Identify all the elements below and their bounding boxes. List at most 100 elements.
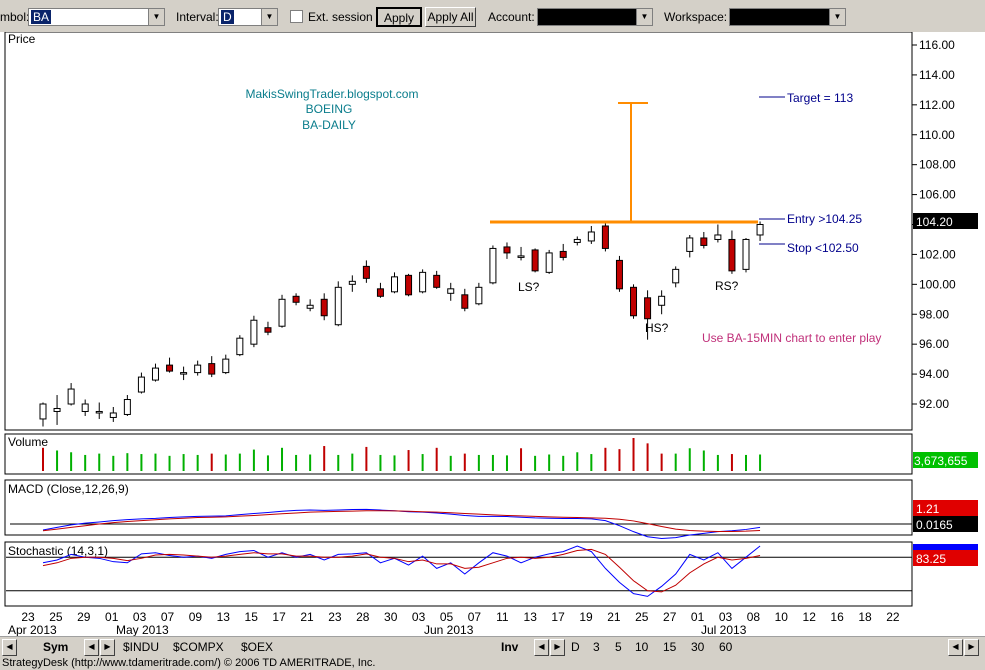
tab-inv[interactable]: Inv: [501, 640, 519, 654]
volume-bar: [393, 455, 396, 471]
chevron-down-icon[interactable]: ▼: [636, 9, 652, 25]
candle-body: [376, 288, 384, 297]
chevron-down-icon[interactable]: ▼: [148, 9, 164, 25]
candle-body: [587, 231, 595, 242]
date-axis: 23 25 29 01 03 07 09 13 15 17 21 23 28 30 03 05 07 11 13 17…: [8, 610, 900, 637]
volume-bar: [126, 453, 129, 471]
price-tick-label: 94.00: [919, 367, 949, 381]
volume-bar: [407, 450, 410, 471]
volume-bar: [660, 453, 663, 471]
candle-body: [180, 372, 188, 375]
tab-index-2[interactable]: $COMPX: [173, 640, 224, 654]
tab-index-1[interactable]: $INDU: [123, 640, 160, 654]
volume-title: Volume: [8, 435, 48, 449]
month-label: Apr 2013: [8, 623, 57, 636]
annotation-target: Target = 113: [787, 91, 853, 105]
volume-bar: [674, 453, 677, 471]
stoch-lines: [6, 545, 912, 597]
status-bar: StrategyDesk (http://www.tdameritrade.co…: [0, 656, 985, 670]
date-tick-label: 22: [886, 610, 900, 624]
volume-bar: [379, 454, 382, 471]
tab-interval-10[interactable]: 10: [635, 640, 649, 654]
interval-combo[interactable]: D ▼: [218, 8, 278, 26]
tab-sym[interactable]: Sym: [43, 640, 69, 654]
volume-bar: [337, 454, 340, 471]
candle-body: [559, 250, 567, 258]
candle-body: [208, 363, 216, 375]
candle-body: [475, 286, 483, 305]
price-tick-label: 92.00: [919, 397, 949, 411]
apply-button[interactable]: Apply: [376, 7, 422, 27]
volume-bar: [576, 452, 579, 471]
tab-index-3[interactable]: $OEX: [241, 640, 274, 654]
stoch-d-line: [42, 548, 761, 593]
macd-readout-2: 0.0165: [916, 518, 953, 532]
macd-readout-box-1: [913, 500, 978, 516]
date-tick-label: 11: [496, 610, 509, 624]
date-tick-label: 23: [328, 610, 342, 624]
volume-bar: [463, 453, 466, 471]
date-tick-label: 05: [440, 610, 454, 624]
symbol-combo[interactable]: BA ▼: [28, 8, 165, 26]
candle-body: [166, 364, 174, 372]
date-tick-label: 18: [858, 610, 872, 624]
tab-interval-60[interactable]: 60: [719, 640, 733, 654]
tab-interval-5[interactable]: 5: [615, 640, 622, 654]
prev-nav-button[interactable]: ◀: [84, 639, 99, 656]
volume-bar: [210, 453, 213, 471]
scroll-right-button[interactable]: ▶: [964, 639, 979, 656]
apply-all-button[interactable]: Apply All: [425, 7, 476, 27]
tab-interval-d[interactable]: D: [571, 640, 580, 654]
annotation-ls: LS?: [518, 280, 540, 294]
volume-bar: [759, 454, 762, 471]
volume-bars: [42, 438, 762, 471]
candle-body: [601, 225, 609, 249]
ext-session-checkbox[interactable]: [290, 10, 303, 23]
macd-lines: [10, 508, 912, 539]
date-tick-label: 21: [300, 610, 314, 624]
volume-bar: [56, 450, 59, 471]
volume-bar: [520, 448, 523, 471]
candle-body: [461, 294, 469, 309]
date-tick-label: 21: [607, 610, 621, 624]
inv-next-button[interactable]: ▶: [550, 639, 565, 656]
scroll-left-button[interactable]: ◀: [948, 639, 963, 656]
volume-bar: [702, 450, 705, 471]
chart-area: Price Volume MACD (Close,12,26,9) Stocha…: [0, 31, 985, 637]
candle-body: [545, 252, 553, 273]
volume-bar: [281, 447, 284, 471]
volume-bar: [323, 446, 326, 471]
workspace-combo[interactable]: ▼: [729, 8, 846, 26]
macd-signal-line: [42, 510, 761, 532]
next-nav-button[interactable]: ▶: [100, 639, 115, 656]
chevron-down-icon[interactable]: ▼: [829, 9, 845, 25]
date-tick-label: 27: [663, 610, 677, 624]
date-tick-label: 30: [384, 610, 398, 624]
date-tick-label: 01: [105, 610, 119, 624]
tab-interval-15[interactable]: 15: [663, 640, 677, 654]
candle-body: [53, 407, 61, 412]
price-tick-label: 100.00: [919, 277, 956, 291]
first-nav-button[interactable]: ◀: [2, 639, 17, 656]
macd-panel-frame: [4, 479, 913, 536]
volume-bar: [224, 454, 227, 471]
volume-bar: [421, 454, 424, 471]
annotation-chart-name: BA-DAILY: [302, 118, 356, 132]
price-panel-frame: [4, 31, 913, 431]
tab-interval-3[interactable]: 3: [593, 640, 600, 654]
volume-bar: [730, 454, 733, 471]
volume-bar: [365, 446, 368, 471]
tab-interval-30[interactable]: 30: [691, 640, 705, 654]
candle-body: [306, 304, 314, 309]
month-label: May 2013: [116, 623, 169, 636]
account-combo[interactable]: ▼: [537, 8, 653, 26]
inv-prev-button[interactable]: ◀: [534, 639, 549, 656]
candle-body: [278, 298, 286, 327]
volume-bar: [154, 453, 157, 471]
price-tick-label: 114.00: [919, 68, 955, 82]
chevron-down-icon[interactable]: ▼: [261, 9, 277, 25]
candle-body: [151, 367, 159, 381]
candle-body: [95, 410, 103, 414]
candle-body: [489, 247, 497, 284]
date-tick-label: 07: [468, 610, 482, 624]
